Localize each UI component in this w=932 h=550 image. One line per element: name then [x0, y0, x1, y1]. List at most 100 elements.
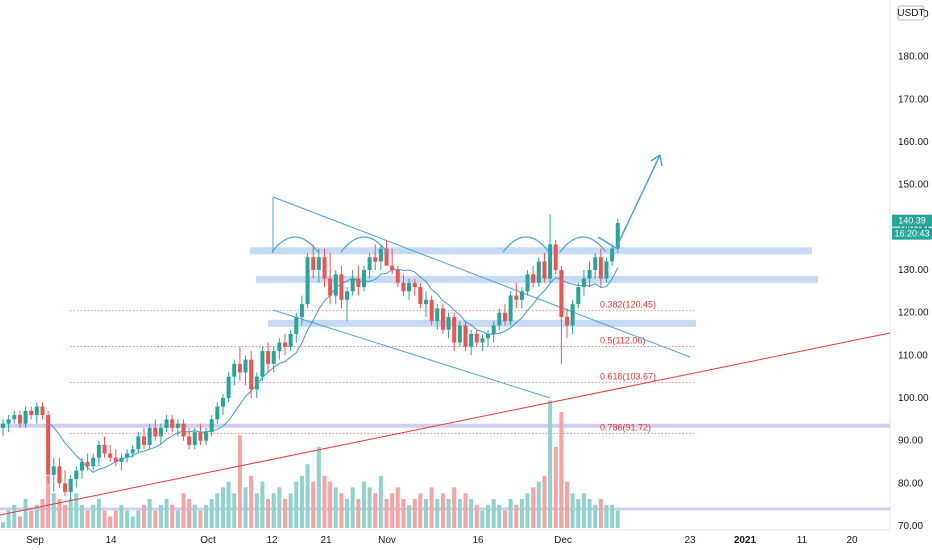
arc-annotations[interactable] — [271, 236, 607, 253]
candle[interactable] — [491, 321, 496, 343]
candle[interactable] — [204, 427, 209, 445]
head-shoulder-arc[interactable] — [340, 236, 388, 253]
candlesticks[interactable] — [1, 214, 620, 501]
candle[interactable] — [243, 355, 248, 386]
candle[interactable] — [593, 252, 598, 279]
candle[interactable] — [237, 346, 242, 381]
candle[interactable] — [305, 252, 310, 309]
support-band[interactable] — [0, 423, 890, 428]
candle[interactable] — [23, 406, 28, 428]
candle[interactable] — [418, 282, 423, 309]
candle[interactable] — [361, 265, 366, 292]
candle[interactable] — [266, 342, 271, 373]
candle[interactable] — [378, 244, 383, 270]
candle[interactable] — [553, 240, 558, 275]
candle[interactable] — [311, 244, 316, 279]
candle[interactable] — [254, 372, 259, 398]
candle[interactable] — [119, 453, 124, 471]
candle[interactable] — [40, 402, 45, 420]
candle[interactable] — [187, 427, 192, 450]
candle[interactable] — [508, 291, 513, 326]
projection-arrow[interactable] — [597, 154, 663, 250]
fibonacci-levels[interactable]: 0.382(120.45) 0.5(112.06) 0.618(103.67) 0.7… — [70, 300, 694, 434]
candle[interactable] — [85, 453, 90, 471]
resistance-zone[interactable] — [268, 319, 696, 327]
candle[interactable] — [215, 402, 220, 424]
candle[interactable] — [277, 338, 282, 360]
candle[interactable] — [147, 423, 152, 450]
candle[interactable] — [96, 440, 101, 467]
candle[interactable] — [79, 457, 84, 480]
candle[interactable] — [457, 321, 462, 347]
candle[interactable] — [345, 287, 350, 322]
head-shoulder-arc[interactable] — [559, 236, 607, 253]
candle[interactable] — [446, 312, 451, 339]
head-shoulder-arc[interactable] — [502, 236, 550, 253]
candle[interactable] — [12, 410, 17, 424]
candle[interactable] — [283, 334, 287, 356]
candle[interactable] — [125, 449, 130, 462]
candle[interactable] — [514, 282, 519, 309]
candle[interactable] — [604, 257, 609, 283]
candle[interactable] — [395, 265, 400, 288]
candle[interactable] — [576, 282, 581, 309]
candle[interactable] — [164, 415, 169, 433]
channel-upper-line[interactable] — [272, 196, 691, 358]
candle[interactable] — [429, 295, 434, 326]
candle[interactable] — [390, 248, 395, 275]
candle[interactable] — [74, 466, 79, 488]
candle[interactable] — [519, 287, 524, 309]
candle[interactable] — [17, 410, 22, 428]
candle[interactable] — [1, 419, 5, 437]
candle[interactable] — [220, 393, 225, 416]
candle[interactable] — [384, 240, 389, 266]
head-shoulder-arc[interactable] — [271, 236, 319, 253]
candle[interactable] — [63, 470, 68, 497]
candle[interactable] — [209, 415, 214, 437]
candle[interactable] — [486, 329, 491, 347]
candle[interactable] — [570, 299, 575, 334]
candle[interactable] — [192, 427, 197, 450]
candle[interactable] — [502, 304, 507, 326]
candle[interactable] — [34, 402, 39, 424]
candle[interactable] — [480, 334, 485, 352]
candle[interactable] — [91, 453, 96, 471]
candle[interactable] — [542, 252, 547, 283]
candle[interactable] — [497, 308, 502, 330]
candle[interactable] — [452, 312, 457, 352]
candle[interactable] — [536, 257, 541, 288]
candle[interactable] — [181, 419, 186, 441]
candle[interactable] — [322, 248, 327, 288]
candle[interactable] — [581, 270, 586, 296]
candle[interactable] — [469, 329, 474, 356]
candle[interactable] — [525, 270, 530, 296]
candle[interactable] — [463, 321, 468, 352]
candle[interactable] — [435, 304, 440, 330]
candle[interactable] — [153, 419, 158, 441]
candle[interactable] — [598, 248, 603, 288]
candle[interactable] — [57, 457, 62, 488]
channel-lower-line[interactable] — [272, 309, 551, 399]
candle[interactable] — [108, 444, 113, 462]
candle[interactable] — [249, 351, 254, 398]
candle[interactable] — [559, 265, 564, 364]
candle[interactable] — [548, 214, 553, 283]
candle[interactable] — [102, 436, 107, 458]
candle[interactable] — [142, 427, 146, 450]
resistance-zone[interactable] — [250, 247, 812, 255]
candle[interactable] — [339, 265, 344, 309]
candle[interactable] — [136, 432, 141, 454]
drawing-lines[interactable] — [0, 196, 891, 516]
candle[interactable] — [29, 406, 34, 420]
candle[interactable] — [175, 419, 180, 437]
candle[interactable] — [565, 308, 569, 339]
candle[interactable] — [46, 410, 51, 484]
candle[interactable] — [328, 252, 333, 305]
candle[interactable] — [615, 218, 620, 253]
candle[interactable] — [260, 346, 265, 381]
bottom-support-band[interactable] — [0, 507, 890, 511]
currency-badge[interactable]: USDT — [897, 5, 925, 21]
candle[interactable] — [401, 274, 406, 296]
candle[interactable] — [367, 252, 372, 279]
